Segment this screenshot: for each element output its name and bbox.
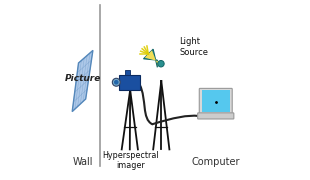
Polygon shape [72, 50, 93, 112]
Text: Computer: Computer [192, 157, 241, 167]
Text: Light
Source: Light Source [179, 37, 208, 57]
Polygon shape [144, 49, 157, 67]
Bar [202, 90, 230, 112]
Text: Hyperspectral
imager: Hyperspectral imager [102, 151, 158, 170]
Circle shape [112, 78, 120, 86]
Text: Wall: Wall [73, 157, 93, 167]
Circle shape [158, 60, 164, 67]
Bar [119, 75, 140, 90]
Circle shape [114, 80, 119, 85]
FancyBboxPatch shape [198, 113, 234, 119]
Bar [125, 70, 130, 75]
Text: Picture: Picture [64, 74, 101, 83]
FancyBboxPatch shape [199, 88, 232, 114]
Polygon shape [145, 50, 158, 66]
